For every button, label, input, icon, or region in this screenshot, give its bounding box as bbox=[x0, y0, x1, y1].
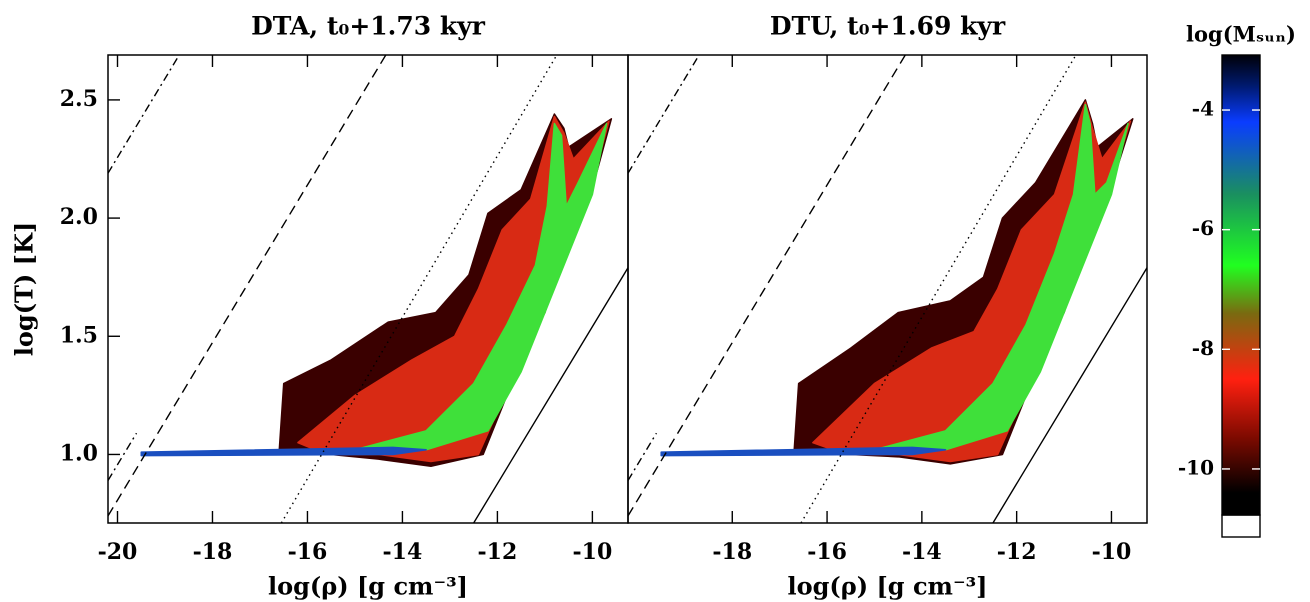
density-region bbox=[793, 99, 1134, 465]
colorbar-tick-label: -4 bbox=[1192, 97, 1214, 121]
panel-title: DTA, t₀+1.73 kyr bbox=[251, 12, 486, 41]
x-tick-label: -18 bbox=[712, 539, 752, 565]
colorbar-tick-label: -10 bbox=[1178, 455, 1214, 479]
x-tick-label: -20 bbox=[98, 539, 138, 565]
x-axis-label: log(ρ) [g cm⁻³] bbox=[788, 572, 988, 601]
reference-line bbox=[108, 432, 138, 481]
y-tick-label: 1.0 bbox=[60, 440, 98, 466]
y-tick-label: 2.0 bbox=[60, 204, 98, 230]
x-tick-label: -12 bbox=[478, 539, 518, 565]
density-region bbox=[660, 446, 947, 457]
density-region bbox=[297, 115, 610, 463]
x-tick-label: -10 bbox=[1092, 539, 1132, 565]
x-tick-label: -14 bbox=[902, 539, 942, 565]
colorbar-tick-label: -6 bbox=[1192, 216, 1214, 240]
x-tick-label: -14 bbox=[383, 539, 423, 565]
reference-line bbox=[473, 267, 628, 523]
reference-line bbox=[992, 267, 1147, 523]
colorbar-under bbox=[1221, 514, 1261, 538]
y-tick-label: 2.5 bbox=[60, 86, 98, 112]
plot-area bbox=[108, 55, 628, 523]
density-region bbox=[873, 103, 1129, 451]
colorbar-title: log(Mₛᵤₙ) bbox=[1186, 22, 1296, 47]
reference-line bbox=[108, 55, 387, 517]
x-tick-label: -12 bbox=[997, 539, 1037, 565]
colorbar bbox=[1222, 55, 1260, 515]
x-axis-label: log(ρ) [g cm⁻³] bbox=[268, 572, 468, 601]
x-tick-label: -16 bbox=[288, 539, 328, 565]
reference-line bbox=[628, 55, 906, 517]
density-region bbox=[140, 446, 427, 457]
reference-line bbox=[628, 55, 700, 174]
x-tick-label: -18 bbox=[193, 539, 233, 565]
colorbar-tick-label: -8 bbox=[1192, 336, 1214, 360]
y-tick-label: 1.5 bbox=[60, 322, 98, 348]
reference-line bbox=[628, 432, 658, 481]
panel-title: DTU, t₀+1.69 kyr bbox=[770, 12, 1006, 41]
reference-line bbox=[108, 55, 180, 174]
colorbar-frame bbox=[1221, 54, 1261, 516]
x-tick-label: -16 bbox=[807, 539, 847, 565]
reference-line bbox=[800, 55, 1077, 523]
plot-frame bbox=[627, 54, 1148, 524]
x-tick-label: -10 bbox=[573, 539, 613, 565]
y-axis-label: log(T) [K] bbox=[10, 222, 39, 356]
density-region bbox=[354, 122, 608, 451]
plot-area bbox=[628, 55, 1147, 523]
